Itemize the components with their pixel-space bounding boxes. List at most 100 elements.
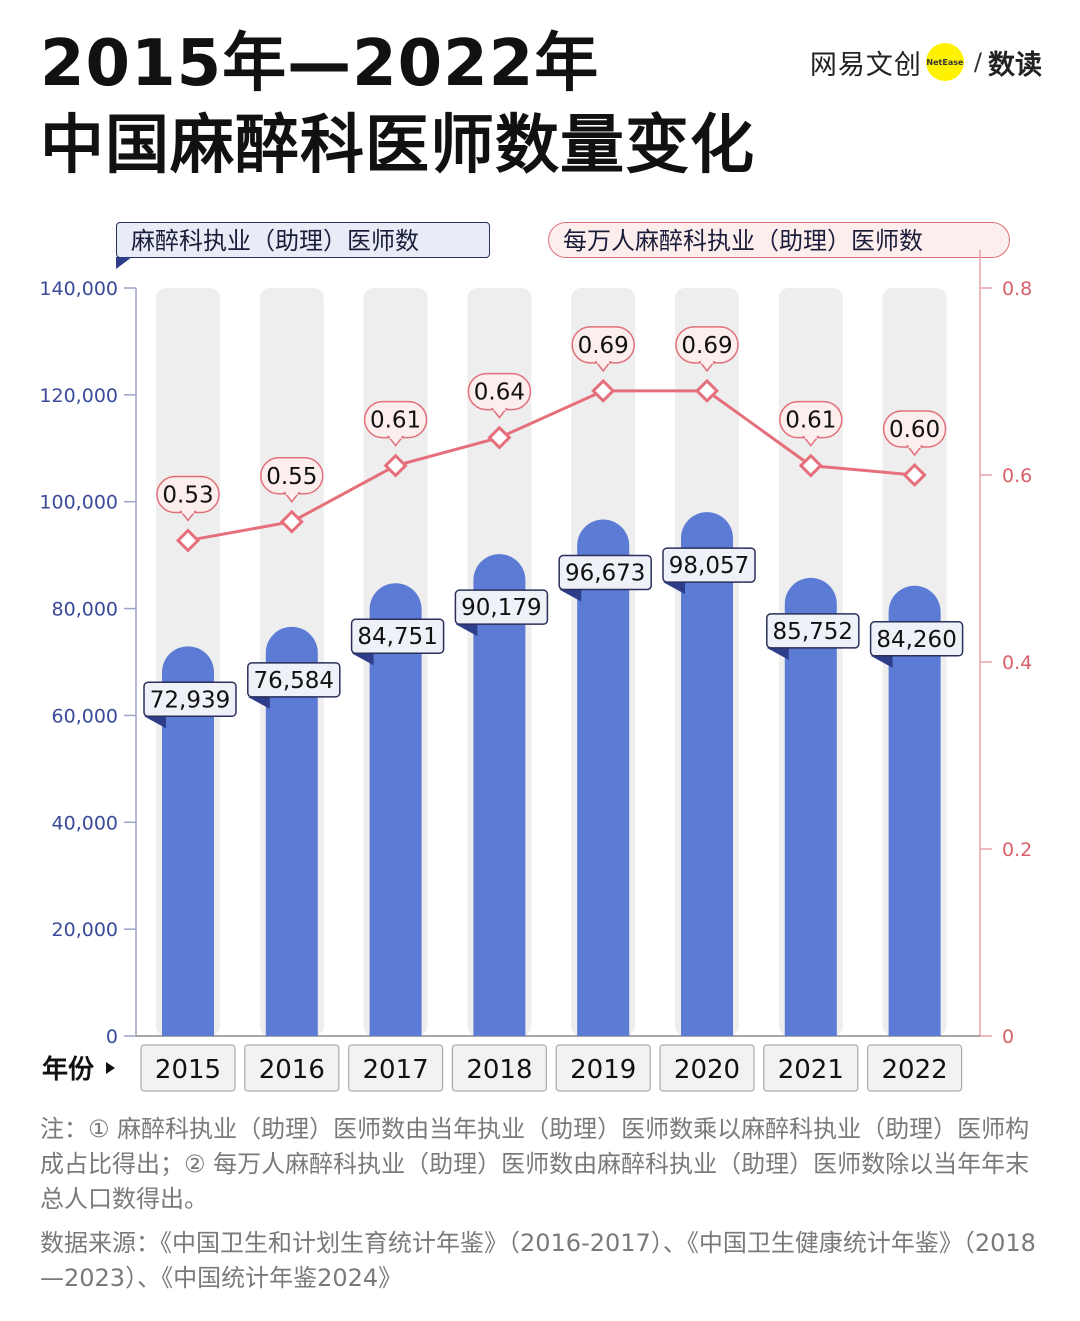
line-label-tail-mask bbox=[804, 434, 817, 439]
x-tick-label: 2019 bbox=[555, 1044, 651, 1092]
line-value-label: 0.60 bbox=[882, 410, 947, 457]
y-right-tick-label: 0.8 bbox=[1002, 278, 1032, 300]
bar-label-box bbox=[662, 547, 756, 583]
line-point bbox=[383, 453, 408, 478]
x-tick-text: 2021 bbox=[778, 1055, 844, 1085]
bar-label-tail bbox=[351, 653, 374, 666]
chart-note: 注：① 麻醉科执业（助理）医师数由当年执业（助理）医师数乘以麻醉科执业（助理）医… bbox=[40, 1115, 1030, 1213]
x-tick-box bbox=[140, 1044, 236, 1092]
y-left-tick-label: 100,000 bbox=[39, 492, 118, 514]
y-left-tick-label: 20,000 bbox=[52, 919, 118, 941]
x-tick-text: 2015 bbox=[155, 1055, 221, 1085]
y-right-tick-label: 0.6 bbox=[1002, 465, 1032, 487]
line-point bbox=[487, 425, 512, 450]
x-tick-label: 2021 bbox=[763, 1044, 859, 1092]
bar-value-label: 98,057 bbox=[662, 547, 756, 595]
bar-label-box bbox=[247, 662, 341, 698]
bar-value-label: 90,179 bbox=[454, 589, 549, 637]
line-label-text: 0.64 bbox=[474, 380, 525, 406]
chart-area: 0 20,000 40,000 60,000 80,000 100,000 120,000 1… bbox=[39, 250, 1032, 1092]
brand-separator: / bbox=[973, 48, 982, 76]
line-label-tail-mask bbox=[908, 444, 921, 448]
bar-label-text: 76,584 bbox=[254, 668, 334, 694]
x-tick-label: 2015 bbox=[140, 1044, 236, 1092]
bar-value-label: 84,751 bbox=[350, 618, 445, 666]
line-value-label: 0.69 bbox=[571, 326, 635, 373]
bar bbox=[577, 519, 630, 1036]
bar-label-tail bbox=[766, 647, 789, 660]
x-tick-label: 2022 bbox=[866, 1044, 963, 1092]
legend-bar-tail bbox=[116, 257, 132, 269]
line-point bbox=[902, 462, 927, 488]
x-tick-box bbox=[555, 1044, 651, 1092]
bar-label-box bbox=[766, 613, 860, 649]
x-tick-text: 2016 bbox=[259, 1055, 325, 1085]
bar bbox=[784, 577, 837, 1036]
y-left-tick-label: 140,000 bbox=[39, 278, 118, 300]
x-tick-box bbox=[763, 1044, 859, 1092]
bar bbox=[369, 583, 422, 1036]
bar-label-tail bbox=[144, 716, 166, 729]
bar-label-box bbox=[143, 681, 237, 718]
bar bbox=[888, 585, 941, 1036]
bar-label-tail bbox=[870, 655, 893, 668]
line-point bbox=[798, 453, 823, 478]
y-left-tick-label: 0 bbox=[106, 1026, 118, 1048]
line-label-text: 0.61 bbox=[785, 408, 836, 434]
bar-value-label: 72,939 bbox=[143, 681, 237, 729]
line-value-label: 0.61 bbox=[363, 400, 428, 447]
bar-label-box bbox=[454, 589, 549, 625]
bar-value-label: 85,752 bbox=[766, 613, 860, 660]
bar-value-label: 84,260 bbox=[869, 621, 964, 668]
brand-name: 网易文创 bbox=[809, 49, 922, 81]
bar-label-box bbox=[869, 621, 964, 657]
line-label-text: 0.55 bbox=[266, 464, 317, 490]
bar-label-text: 72,939 bbox=[150, 687, 230, 713]
line-point bbox=[694, 378, 720, 403]
line-label-text: 0.53 bbox=[162, 482, 213, 508]
line-label-text: 0.69 bbox=[578, 333, 629, 359]
legend-line-series: 每万人麻醉科执业（助理）医师数 bbox=[548, 222, 1010, 258]
x-tick-text: 2018 bbox=[466, 1055, 532, 1085]
bar bbox=[681, 512, 733, 1036]
line-label-tail-mask bbox=[285, 490, 298, 495]
x-tick-box bbox=[348, 1044, 444, 1092]
bar-label-text: 84,751 bbox=[357, 624, 437, 650]
brand-badge-icon: NetEase bbox=[925, 43, 964, 81]
brand-sub: 数读 bbox=[988, 49, 1042, 81]
line-label-tail-mask bbox=[493, 406, 506, 411]
x-tick-box bbox=[244, 1044, 340, 1092]
x-tick-text: 2019 bbox=[570, 1055, 636, 1085]
y-right-tick-label: 0.2 bbox=[1002, 839, 1032, 861]
bar bbox=[162, 646, 214, 1036]
x-tick-box bbox=[659, 1044, 755, 1092]
line-label-tail-mask bbox=[182, 509, 194, 514]
line-label-text: 0.69 bbox=[681, 333, 732, 359]
line-value-label: 0.61 bbox=[779, 400, 843, 447]
line-point bbox=[175, 528, 201, 553]
x-tick-text: 2022 bbox=[882, 1055, 948, 1085]
line-label-tail-mask bbox=[389, 434, 402, 439]
bar-label-tail bbox=[663, 582, 685, 595]
bar bbox=[473, 554, 526, 1036]
y-left-tick-label: 60,000 bbox=[52, 705, 118, 727]
bar-label-tail bbox=[247, 696, 270, 709]
brand-logo: 网易文创 NetEase / 数读 bbox=[810, 40, 1042, 84]
y-left-tick-label: 120,000 bbox=[39, 385, 118, 407]
x-tick-text: 2020 bbox=[674, 1055, 740, 1085]
bar-label-text: 85,752 bbox=[773, 619, 853, 645]
chart-title-line1: 2015年—2022年 bbox=[40, 27, 600, 101]
bar bbox=[265, 626, 318, 1036]
line-label-text: 0.61 bbox=[370, 408, 421, 434]
x-axis-arrow-icon bbox=[106, 1062, 115, 1074]
x-tick-box bbox=[451, 1044, 547, 1092]
chart-title-line2: 中国麻醉科医师数量变化 bbox=[40, 109, 755, 183]
line-value-label: 0.69 bbox=[675, 326, 739, 373]
bar-label-box bbox=[350, 618, 445, 654]
bar-label-text: 84,260 bbox=[876, 627, 956, 653]
x-tick-label: 2018 bbox=[451, 1044, 547, 1092]
line-point bbox=[279, 509, 304, 534]
legend-bar-series: 麻醉科执业（助理）医师数 bbox=[116, 222, 490, 258]
x-tick-label: 2017 bbox=[348, 1044, 444, 1092]
y-left-tick-label: 80,000 bbox=[52, 599, 118, 621]
